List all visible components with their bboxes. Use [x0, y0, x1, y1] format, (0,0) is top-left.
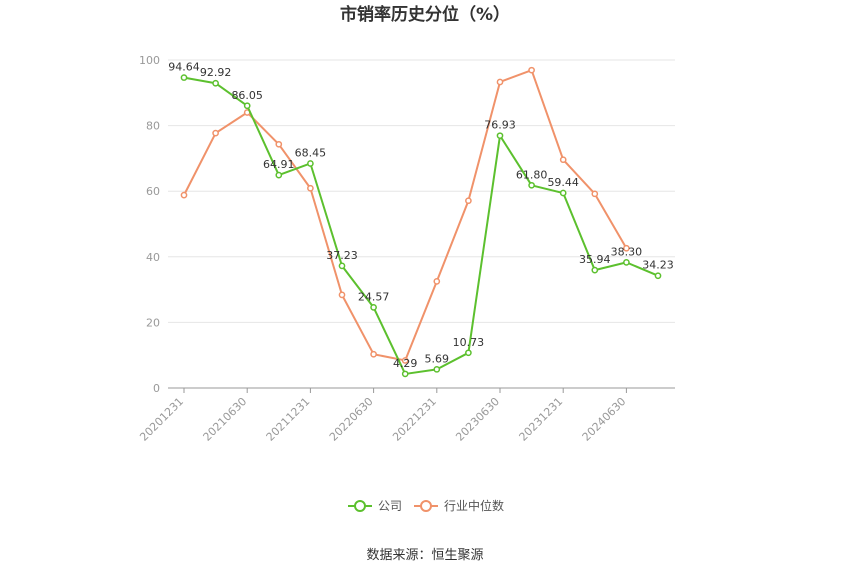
data-point: [307, 160, 314, 167]
x-tick-label: 20240630: [580, 395, 629, 444]
data-point: [433, 278, 441, 285]
data-point: [559, 189, 567, 197]
data-label: 94.64: [168, 61, 200, 74]
data-label: 10.73: [453, 336, 485, 349]
data-label: 76.93: [484, 119, 516, 132]
y-tick-label: 60: [146, 185, 160, 198]
data-point: [496, 132, 504, 140]
data-point: [401, 357, 409, 364]
x-tick-label: 20211231: [264, 395, 313, 444]
data-label: 86.05: [231, 89, 263, 102]
legend-label: 公司: [378, 499, 402, 513]
data-label: 24.57: [358, 290, 390, 303]
axes: 0 20 40 60 80 100 20201231 20210630 20211231 2022…: [137, 54, 675, 444]
data-label: 38.30: [611, 245, 643, 258]
data-point: [623, 259, 630, 266]
data-point: [180, 191, 188, 199]
data-point: [212, 129, 219, 137]
data-point: [338, 291, 346, 299]
series: [180, 66, 662, 378]
x-tick-label: 20231231: [517, 395, 566, 444]
data-label: 35.94: [579, 253, 611, 266]
data-point: [465, 197, 472, 205]
y-tick-label: 100: [139, 54, 160, 67]
source-note: 数据来源：恒生聚源: [366, 548, 483, 563]
data-point: [559, 156, 567, 164]
chart-title: 市销率历史分位（%）: [340, 4, 510, 25]
data-point: [275, 140, 283, 148]
data-label: 92.92: [200, 66, 232, 79]
data-point: [528, 66, 535, 74]
y-tick-label: 0: [153, 382, 160, 395]
data-point: [401, 370, 409, 378]
legend-swatch-marker: [420, 500, 432, 512]
data-label: 34.23: [642, 259, 674, 272]
data-point: [591, 190, 599, 198]
x-tick-label: 20221231: [390, 395, 439, 444]
y-tick-label: 40: [146, 251, 160, 264]
y-tick-label: 80: [146, 120, 160, 133]
series-line-0: [183, 76, 659, 375]
x-tick-label: 20210630: [201, 395, 250, 444]
data-label: 59.44: [547, 176, 579, 189]
data-point: [180, 74, 188, 81]
data-point: [370, 304, 377, 311]
data-label: 61.80: [516, 168, 548, 181]
data-point: [433, 365, 441, 373]
data-point: [307, 184, 314, 192]
data-label: 68.45: [295, 146, 327, 159]
data-point: [212, 79, 219, 87]
x-tick-label: 20230630: [453, 395, 502, 444]
data-point: [338, 262, 346, 270]
legend-label: 行业中位数: [444, 498, 504, 513]
data-point: [528, 181, 535, 189]
data-point: [243, 102, 251, 110]
data-label: 37.23: [326, 249, 358, 262]
data-label: 4.29: [393, 357, 418, 370]
y-tick-label: 20: [146, 316, 160, 329]
data-point: [275, 171, 283, 179]
data-point: [465, 349, 472, 357]
x-tick-label: 20201231: [137, 395, 186, 444]
data-label: 64.91: [263, 158, 295, 171]
legend: 公司 行业中位数: [348, 498, 504, 513]
grid: [168, 59, 675, 323]
legend-swatch-marker: [354, 500, 366, 512]
x-tick-label: 20220630: [327, 395, 376, 444]
data-point: [654, 272, 662, 280]
data-point: [370, 350, 377, 358]
data-point: [591, 266, 599, 274]
data-point: [623, 244, 630, 252]
data-label: 5.69: [425, 352, 450, 365]
data-point: [496, 78, 504, 86]
